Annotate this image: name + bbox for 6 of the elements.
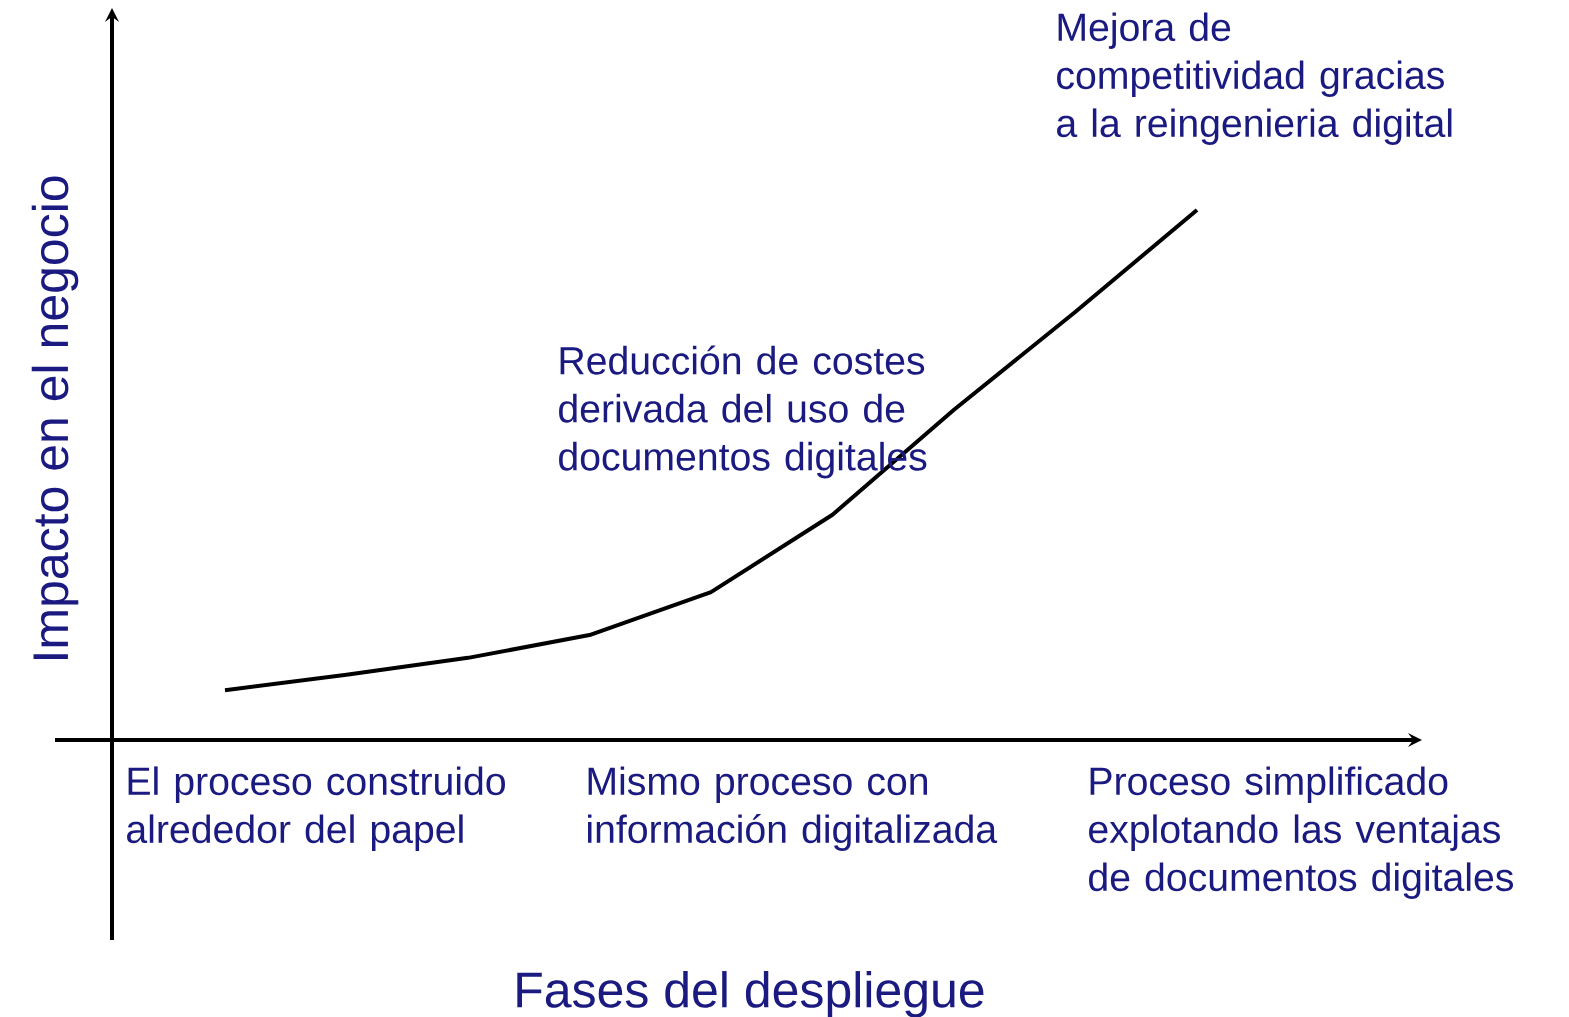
text: Mejora de competitividad gracias a la reingenieria digital	[1057, 12, 1452, 145]
x-axis-title: Fases del despliegue	[517, 971, 984, 1017]
text: Proceso simplificado explotando las ventajas de documentos digitales	[1089, 766, 1514, 899]
text: El proceso construido alrededor del papel	[127, 766, 505, 851]
y-axis-title: Impacto en el negocio	[31, 176, 79, 659]
text: Mismo proceso con información digitalizada	[588, 766, 998, 851]
